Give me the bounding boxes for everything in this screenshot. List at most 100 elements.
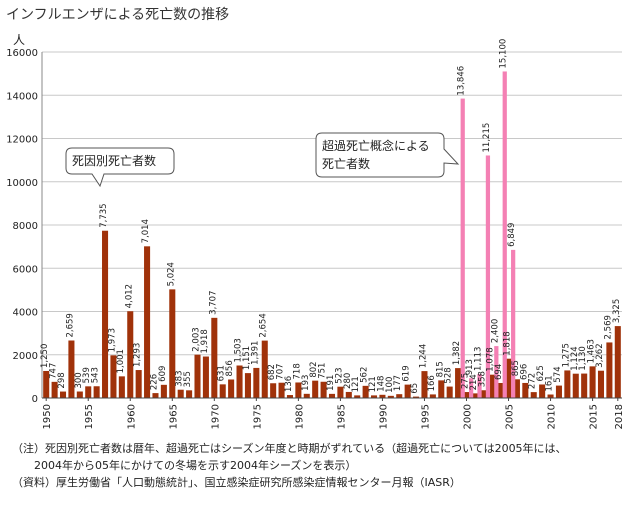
bar-deaths-1985 — [337, 386, 344, 398]
bar-deaths-1951 — [51, 381, 58, 398]
bar-deaths-1956 — [93, 386, 100, 398]
data-label-deaths-2015: 1,463 — [587, 339, 597, 363]
bar-deaths-1975 — [253, 367, 260, 398]
bar-deaths-2009 — [539, 384, 546, 398]
x-tick-label: 1950 — [42, 404, 53, 429]
bar-excess-2002 — [477, 373, 482, 398]
bar-deaths-1982 — [312, 380, 319, 398]
data-label-deaths-2008: 272 — [528, 373, 538, 389]
y-tick-label: 16000 — [6, 48, 38, 59]
bar-excess-2001 — [469, 378, 474, 398]
y-tick-label: 14000 — [6, 91, 38, 102]
bar-deaths-2014 — [581, 373, 588, 398]
bar-deaths-2000 — [463, 392, 470, 398]
bar-deaths-1993 — [404, 384, 411, 398]
data-label-deaths-2000: 275 — [460, 373, 470, 389]
data-label-deaths-2012: 1,275 — [561, 343, 571, 367]
data-label-excess-2006: 6,849 — [507, 223, 517, 247]
bar-deaths-1977 — [270, 383, 277, 398]
x-tick-label: 1995 — [420, 404, 431, 429]
x-tick-label: 2015 — [589, 404, 600, 429]
bar-excess-2005 — [502, 71, 507, 399]
x-tick-label: 1965 — [168, 404, 179, 429]
bar-deaths-1989 — [371, 395, 378, 398]
callout-excess-text: 超過死亡概念による — [322, 138, 430, 153]
bar-deaths-2005 — [505, 358, 512, 398]
x-tick-label: 2000 — [462, 404, 473, 429]
bar-deaths-1964 — [160, 384, 167, 398]
bar-deaths-2015 — [589, 366, 596, 398]
bar-deaths-2018 — [614, 326, 621, 398]
bar-deaths-1974 — [244, 373, 251, 398]
data-label-deaths-1951: 747 — [49, 363, 59, 379]
y-tick-label: 8000 — [13, 221, 38, 232]
data-label-deaths-1991: 100 — [385, 377, 395, 393]
x-tick-label: 1970 — [210, 404, 221, 429]
x-tick-label: 1955 — [84, 404, 95, 429]
y-tick-label: 6000 — [13, 264, 38, 275]
data-label-excess-2005: 15,100 — [499, 39, 509, 69]
data-label-deaths-1983: 751 — [318, 363, 328, 379]
bar-excess-2000 — [460, 98, 465, 398]
bar-deaths-1983 — [320, 381, 327, 398]
data-label-deaths-1968: 2,003 — [192, 327, 202, 351]
bar-deaths-1959 — [118, 376, 125, 398]
data-label-excess-2000: 13,846 — [457, 66, 467, 96]
data-label-deaths-1952: 298 — [57, 372, 67, 388]
data-label-deaths-1992: 177 — [393, 375, 403, 391]
data-label-deaths-1954: 300 — [74, 372, 84, 388]
data-label-deaths-1971: 631 — [217, 365, 227, 381]
bar-deaths-1976 — [261, 340, 268, 398]
note-line-1: （注）死因別死亡者数は暦年、超過死亡はシーズン年度と時期がずれている（超過死亡に… — [12, 442, 567, 455]
callout-excess-text: 死亡者数 — [322, 156, 370, 171]
bar-deaths-1979 — [286, 395, 293, 398]
bar-deaths-1986 — [345, 391, 352, 398]
bar-deaths-1967 — [186, 390, 193, 398]
y-tick-label: 0 — [32, 394, 38, 405]
bar-deaths-1995 — [421, 371, 428, 398]
bar-deaths-2010 — [547, 394, 554, 398]
data-label-deaths-1967: 355 — [183, 371, 193, 387]
data-label-deaths-2016: 3,262 — [595, 343, 605, 367]
bar-deaths-2007 — [522, 382, 529, 398]
data-label-deaths-1966: 383 — [175, 370, 185, 386]
data-label-deaths-2004: 694 — [494, 364, 504, 380]
data-label-deaths-1965: 5,024 — [166, 262, 176, 286]
data-label-deaths-2005: 1,818 — [503, 331, 513, 355]
page-title: インフルエンザによる死亡数の推移 — [6, 7, 230, 23]
bar-deaths-1953 — [68, 340, 75, 398]
bar-deaths-1957 — [102, 230, 109, 398]
data-label-deaths-1995: 1,244 — [418, 344, 428, 368]
bar-deaths-1988 — [362, 385, 369, 398]
note-line-2: 2004年から05年にかけての冬場を示す2004年シーズンを表示） — [34, 459, 357, 472]
data-label-deaths-1973: 1,503 — [234, 338, 244, 362]
bar-deaths-1987 — [354, 395, 361, 398]
x-tick-label: 1960 — [126, 404, 137, 429]
data-label-deaths-2010: 161 — [545, 375, 555, 391]
data-label-deaths-1963: 226 — [149, 374, 159, 390]
data-label-deaths-1958: 1,973 — [107, 328, 117, 352]
data-label-deaths-1987: 121 — [351, 376, 361, 392]
source-line: （資料）厚生労働省「人口動態統計」、国立感染症研究所感染症情報センター月報（IA… — [12, 476, 461, 489]
data-label-deaths-1996: 166 — [427, 375, 437, 391]
bar-deaths-1972 — [228, 379, 235, 398]
bars — [43, 71, 621, 399]
bar-deaths-2002 — [480, 390, 487, 398]
data-label-deaths-2006: 865 — [511, 360, 521, 376]
bar-deaths-2003 — [488, 374, 495, 398]
x-tick-label: 2010 — [547, 404, 558, 429]
data-label-deaths-1978: 707 — [276, 363, 286, 379]
bar-deaths-1999 — [455, 368, 462, 398]
data-label-deaths-1977: 682 — [267, 364, 277, 380]
data-label-deaths-1994: 65 — [410, 383, 420, 394]
bar-deaths-1980 — [295, 382, 302, 398]
data-label-deaths-1988: 562 — [360, 367, 370, 383]
data-label-deaths-1969: 1,918 — [200, 329, 210, 353]
bar-deaths-2012 — [564, 370, 571, 398]
bar-deaths-2008 — [530, 392, 537, 398]
data-label-deaths-1957: 7,735 — [99, 203, 109, 227]
bar-deaths-1998 — [446, 386, 453, 398]
